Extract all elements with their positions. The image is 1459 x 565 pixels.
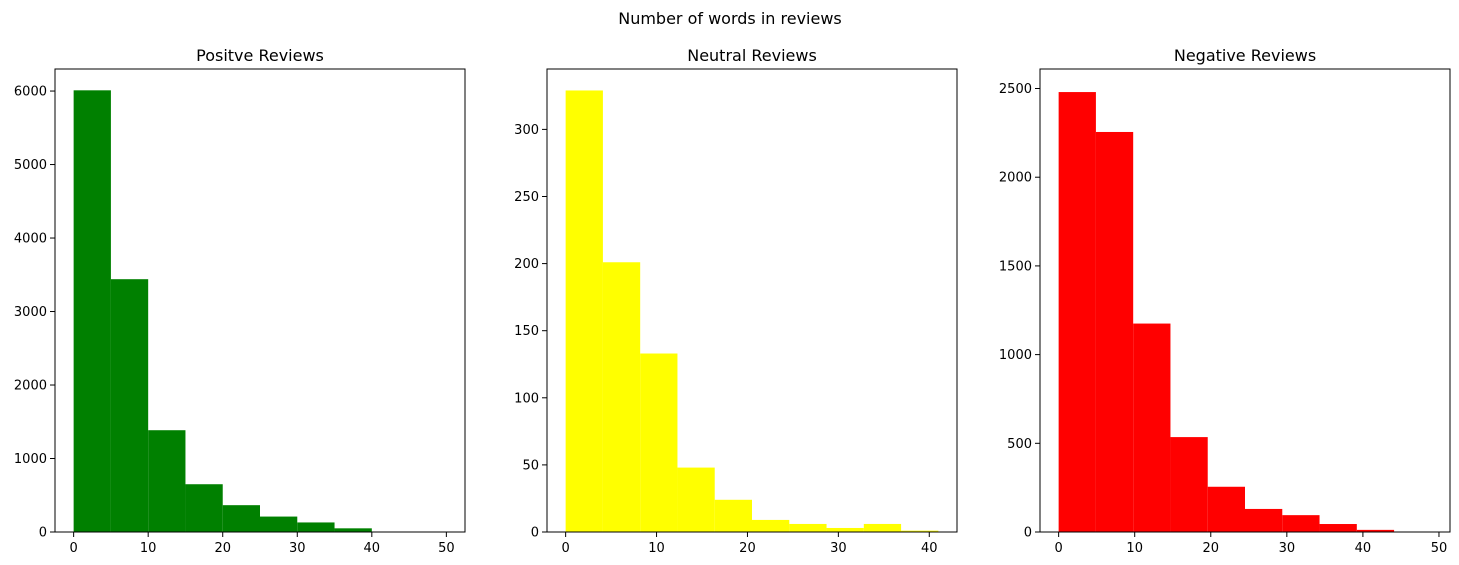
negative-bar (1319, 524, 1357, 532)
positive-bar (73, 90, 111, 533)
neutral-ytick-label: 150 (514, 324, 539, 339)
panel-positive: Positve Reviews 0 10 20 30 40 50 0 1000 2000 3000 4… (14, 46, 466, 556)
neutral-bar (602, 262, 641, 532)
positive-ytick-label: 2000 (14, 379, 47, 394)
negative-bar (1356, 529, 1395, 532)
neutral-ytick-label: 50 (522, 458, 539, 473)
positive-xtick-label: 30 (289, 541, 306, 556)
neutral-ytick-label: 100 (514, 391, 539, 406)
positive-xtick-label: 10 (140, 541, 157, 556)
neutral-ytick-label: 200 (514, 257, 539, 272)
panel-neutral: Neutral Reviews 0 10 20 30 40 0 50 100 150 200 250 3… (514, 46, 958, 556)
negative-ytick-label: 0 (1024, 526, 1032, 541)
negative-bar (1245, 508, 1283, 532)
positive-xtick-label: 20 (214, 541, 231, 556)
neutral-bar (714, 499, 752, 532)
neutral-bar (826, 527, 864, 532)
positive-bar (110, 279, 149, 532)
neutral-bar (901, 530, 939, 532)
negative-bar (1282, 515, 1320, 532)
negative-xtick-label: 30 (1279, 541, 1296, 556)
figure-suptitle: Number of words in reviews (618, 9, 842, 28)
negative-xtick-label: 0 (1054, 541, 1062, 556)
positive-xtick-label: 0 (69, 541, 77, 556)
neutral-bar (640, 353, 678, 532)
negative-axes-frame (1039, 68, 1451, 533)
negative-ytick-label: 500 (1007, 437, 1032, 452)
negative-xtick-label: 20 (1202, 541, 1219, 556)
negative-xtick-label: 50 (1431, 541, 1448, 556)
neutral-ytick-label: 300 (514, 123, 539, 138)
positive-bar (148, 430, 186, 532)
negative-title: Negative Reviews (1174, 46, 1316, 65)
neutral-bar (565, 90, 603, 532)
positive-ytick-label: 1000 (14, 452, 47, 467)
positive-axes-frame (54, 68, 466, 533)
negative-bar (1095, 131, 1134, 532)
positive-xtick-label: 50 (438, 541, 455, 556)
negative-ytick-label: 1500 (999, 259, 1032, 274)
neutral-bar (789, 523, 827, 532)
negative-bar (1207, 486, 1245, 532)
positive-bar (260, 516, 298, 532)
positive-bar (297, 522, 335, 532)
positive-bar (222, 505, 260, 532)
neutral-ytick-label: 0 (531, 526, 539, 541)
positive-ytick-label: 3000 (14, 305, 47, 320)
negative-ytick-label: 1000 (999, 348, 1032, 363)
positive-bar (334, 528, 372, 532)
negative-ytick-label: 2500 (999, 82, 1032, 97)
neutral-xtick-label: 30 (830, 541, 847, 556)
positive-title: Positve Reviews (196, 46, 324, 65)
negative-xtick-label: 40 (1355, 541, 1372, 556)
positive-bar (185, 484, 223, 532)
neutral-bar (863, 523, 902, 532)
neutral-bar (752, 519, 790, 532)
negative-xtick-label: 10 (1126, 541, 1143, 556)
positive-ytick-label: 0 (39, 526, 47, 541)
negative-bar (1058, 92, 1096, 532)
neutral-xtick-label: 10 (648, 541, 665, 556)
neutral-xtick-label: 40 (921, 541, 938, 556)
positive-xtick-label: 40 (364, 541, 381, 556)
neutral-xtick-label: 20 (739, 541, 756, 556)
positive-ytick-label: 4000 (14, 232, 47, 247)
neutral-title: Neutral Reviews (687, 46, 817, 65)
neutral-ytick-label: 250 (514, 190, 539, 205)
negative-bar (1170, 437, 1208, 532)
neutral-axes-frame (546, 68, 958, 533)
neutral-bar (677, 467, 715, 532)
positive-ytick-label: 6000 (14, 85, 47, 100)
negative-ytick-label: 2000 (999, 171, 1032, 186)
negative-bar (1133, 323, 1171, 532)
neutral-xtick-label: 0 (561, 541, 569, 556)
positive-ytick-label: 5000 (14, 158, 47, 173)
